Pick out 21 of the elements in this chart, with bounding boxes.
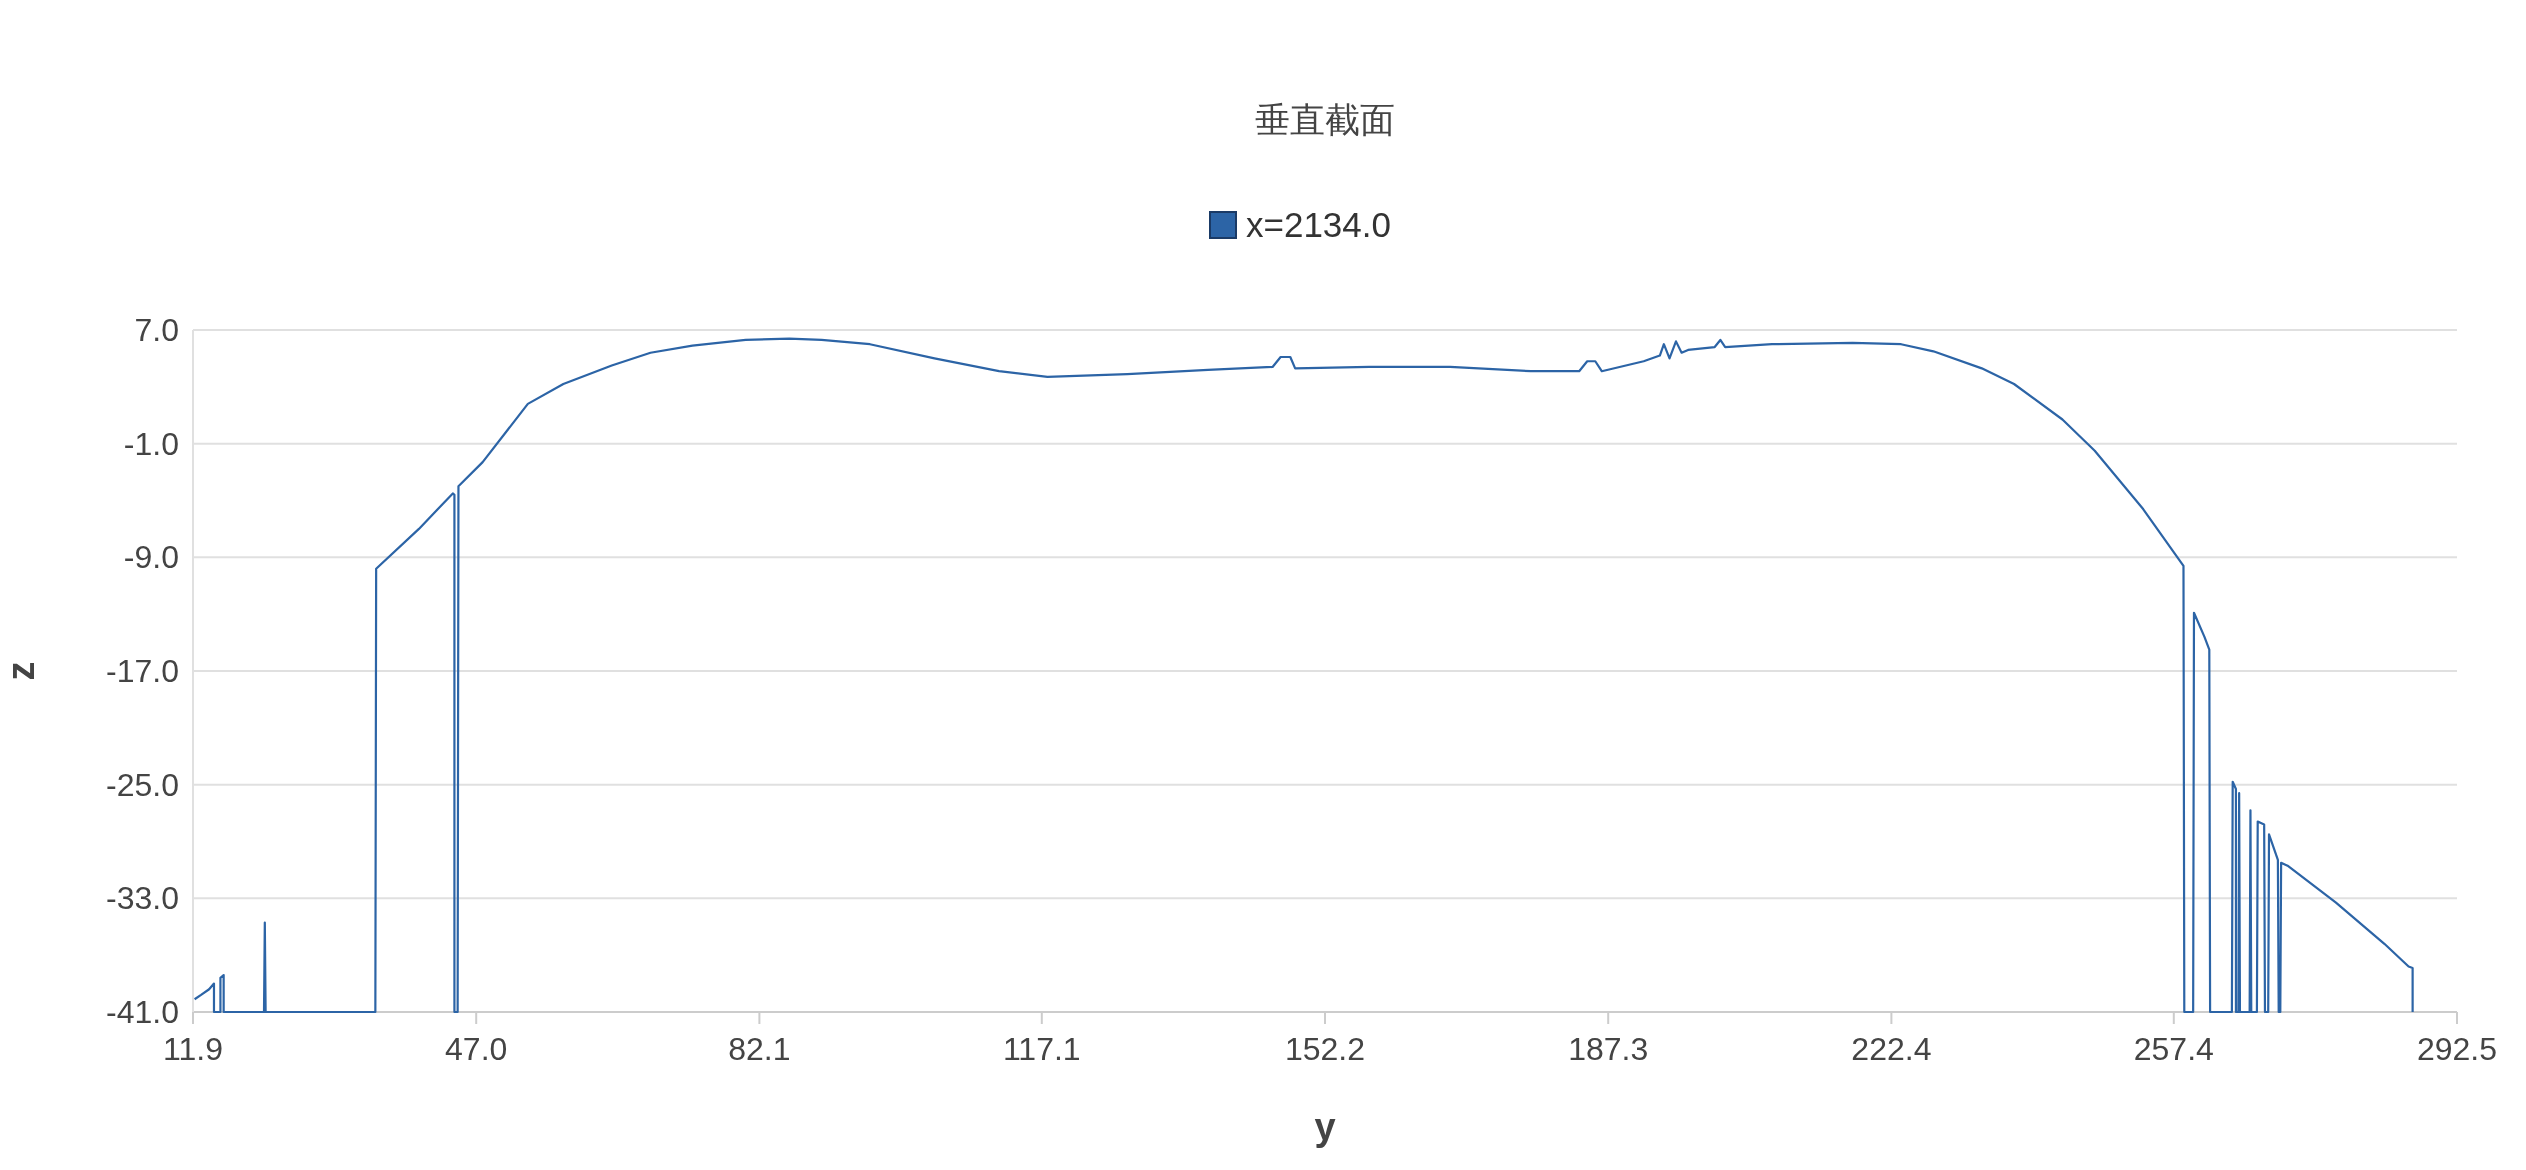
y-tick-label: -33.0: [106, 880, 179, 917]
x-tick-label: 187.3: [1568, 1031, 1649, 1067]
x-tick-label: 257.4: [2133, 1031, 2214, 1067]
x-tick-label: 117.1: [1002, 1031, 1081, 1067]
x-tick-label: 222.4: [1851, 1031, 1932, 1067]
x-tick-label: 82.1: [728, 1031, 791, 1067]
y-tick-label: 7.0: [134, 312, 179, 348]
y-tick-label: -9.0: [123, 539, 179, 576]
y-tick-label: -25.0: [106, 766, 179, 803]
y-axis-title: z: [0, 661, 42, 681]
chart-title: 垂直截面: [1255, 100, 1395, 139]
x-tick-label: 11.9: [163, 1031, 223, 1067]
x-tick-label: 292.5: [2416, 1031, 2498, 1067]
line-series: [193, 337, 2414, 1014]
x-tick-label: 47.0: [445, 1031, 508, 1067]
x-tick-label: 152.2: [1284, 1031, 1366, 1067]
y-tick-label: -41.0: [106, 994, 179, 1030]
x-axis-title: y: [1314, 1106, 1336, 1148]
legend-label: x=2134.0: [1246, 205, 1391, 244]
y-tick-label: -1.0: [123, 425, 179, 462]
y-tick-label: -17.0: [106, 653, 179, 689]
